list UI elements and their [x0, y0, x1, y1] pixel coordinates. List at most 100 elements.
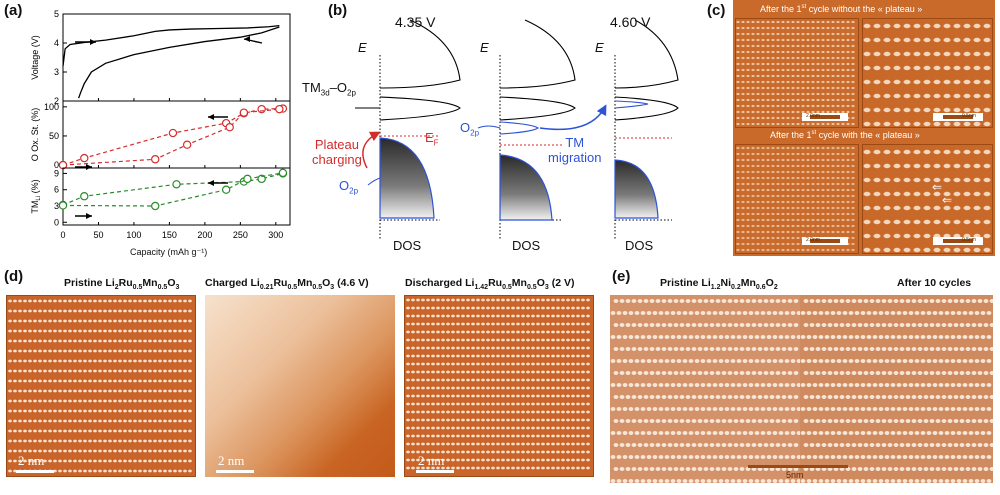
data-point [243, 174, 252, 184]
caption-discharged-lrmo: Discharged Li1.42Ru0.5Mn0.5O3 (2 V) [405, 277, 575, 292]
voltage-plot: 2 3 4 5 Voltage (V) [30, 9, 291, 106]
y-tick-label: 4 [54, 38, 59, 48]
panel-e-label: (e) [612, 268, 631, 285]
voltage-label-right: 4.60 V [610, 14, 651, 30]
arrow-head [86, 213, 92, 219]
arrow-icon-lower: ⇐ [942, 193, 953, 207]
o2p-label-left: O2p [339, 178, 359, 196]
scale-text-d3: 2 nm [418, 453, 445, 468]
panel-b-label: (b) [328, 2, 348, 19]
arrow-head [208, 180, 214, 186]
data-point [225, 123, 234, 132]
voltage-curve [77, 26, 280, 99]
o2p-label-middle: O2p [460, 120, 480, 138]
scale-bar-d2 [216, 470, 254, 473]
data-point [151, 155, 160, 164]
band-diagram-right [614, 19, 679, 240]
x-tick-label: 100 [126, 230, 141, 240]
stem-image-charged [205, 295, 395, 477]
x-tick-label: 150 [162, 230, 177, 240]
scale-text-e: 5nm [786, 470, 804, 480]
dashed-series-line [62, 108, 280, 166]
atomic-lattice-texture [610, 295, 800, 483]
x-tick-label: 0 [60, 230, 65, 240]
energy-axis-middle: E [480, 40, 489, 55]
voltage-curve [62, 24, 280, 67]
y-axis-label: O Ox. St. (%) [30, 108, 40, 162]
y-tick-label: 6 [54, 185, 59, 195]
scale-text-c3: 2.0nm [806, 237, 820, 243]
scale-bar-d3 [416, 470, 454, 473]
atomic-lattice-texture [736, 19, 858, 127]
tm-o-band-label: TM3d–O2p [302, 80, 356, 98]
panel-d-label: (d) [4, 268, 24, 285]
atomic-lattice-texture [863, 19, 992, 127]
stem-image-pristine [6, 295, 196, 477]
x-tick-label: 200 [197, 230, 212, 240]
y-tick-label: 50 [49, 131, 59, 141]
x-tick-label: 250 [233, 230, 248, 240]
arrow-head [208, 114, 214, 120]
scale-text-c2: 0.5nm [962, 113, 976, 119]
stem-image-plateau-zoom [862, 144, 993, 254]
scale-bar-e [748, 465, 848, 468]
data-point [275, 104, 284, 114]
stem-image-lnmo-pristine [610, 295, 800, 483]
tm-li-plot: 0 3 6 9 TMLi (%) [30, 167, 291, 227]
scale-bar-d1 [16, 470, 54, 473]
data-point [239, 108, 249, 117]
y-axis-label: TMLi (%) [30, 179, 42, 213]
tm-migration-label: TM migration [548, 135, 602, 165]
scale-bar-c4 [933, 237, 983, 245]
data-point [151, 201, 160, 211]
x-tick-label: 50 [93, 230, 103, 240]
stem-image-no-plateau-zoom [862, 18, 993, 128]
panel-c-caption-bottom: After the 1st cycle with the « plateau » [770, 130, 920, 140]
y-tick-label: 9 [54, 168, 59, 178]
data-point [257, 104, 266, 114]
panel-a-label: (a) [4, 2, 23, 19]
data-point [80, 192, 89, 201]
atomic-lattice-texture [736, 145, 858, 253]
panel-c-caption-top: After the 1st cycle without the « platea… [760, 4, 923, 14]
band-diagram-left [355, 19, 461, 240]
scale-text-c1: 2.0nm [806, 113, 820, 119]
y-tick-label: 0 [54, 160, 59, 170]
fermi-level-label: EF [425, 130, 439, 148]
data-point [58, 201, 68, 210]
data-point [182, 140, 192, 149]
data-point [221, 185, 231, 194]
atomic-lattice-texture [800, 295, 993, 483]
data-point [278, 168, 288, 178]
y-axis-label: Voltage (V) [30, 35, 40, 80]
atomic-lattice-texture [863, 145, 992, 253]
arrow-head [244, 36, 250, 42]
stem-image-plateau-wide [735, 144, 859, 254]
y-tick-label: 2 [54, 96, 59, 106]
arrow-icon-upper: ⇐ [932, 180, 943, 194]
arrow-head [86, 164, 92, 170]
y-tick-label: 3 [54, 201, 59, 211]
caption-pristine-lnmo: Pristine Li1.2Ni0.2Mn0.6O2 [660, 277, 778, 292]
energy-axis-right: E [595, 40, 604, 55]
y-tick-label: 0 [54, 217, 59, 227]
atomic-lattice-texture [7, 296, 195, 476]
dos-label-right: DOS [625, 238, 654, 253]
data-point [257, 174, 266, 184]
stem-image-no-plateau-wide [735, 18, 859, 128]
band-diagram-middle [477, 19, 607, 240]
stem-image-lnmo-cycled [800, 295, 993, 483]
panel-c-label: (c) [707, 2, 726, 19]
capacity-axis-label: Capacity (mAh g⁻¹) [130, 247, 208, 257]
scale-text-d2: 2 nm [218, 453, 245, 468]
data-point [172, 180, 181, 189]
y-tick-label: 100 [44, 102, 59, 112]
y-tick-label: 5 [54, 9, 59, 19]
y-tick-label: 3 [54, 67, 59, 77]
voltage-label-left: 4.35 V [395, 14, 436, 30]
scale-bar-c2 [933, 113, 983, 121]
plot-frame [62, 167, 291, 226]
stem-image-discharged [404, 295, 594, 477]
caption-pristine-lrmo: Pristine Li2Ru0.5Mn0.5O3 [64, 277, 180, 292]
capacity-axis: 0 50 100 150 200 250 300 [60, 230, 283, 240]
